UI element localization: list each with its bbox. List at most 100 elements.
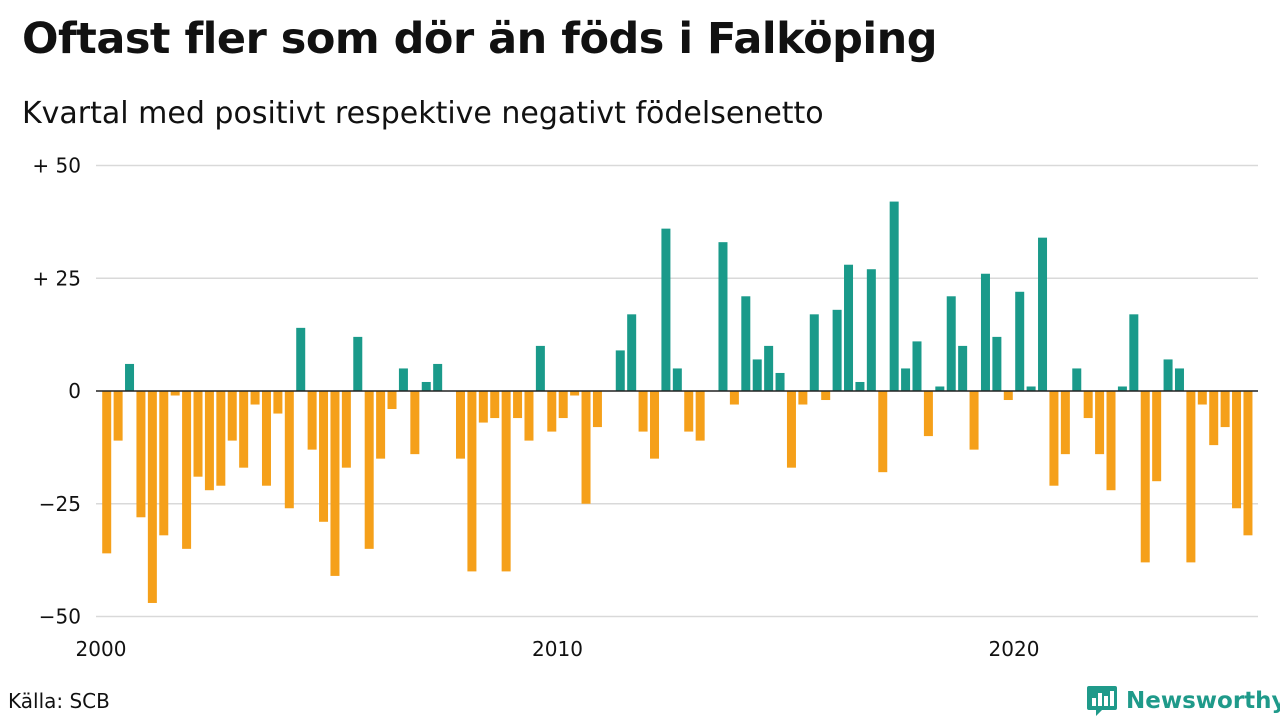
bar-negative <box>284 391 294 509</box>
x-tick-label: 2010 <box>532 637 583 661</box>
bar-negative <box>1197 391 1207 405</box>
bar-positive <box>1038 237 1048 391</box>
bar-positive <box>615 350 625 391</box>
chart-subtitle: Kvartal med positivt respektive negativt… <box>22 96 824 131</box>
bar-positive <box>992 336 1002 391</box>
bar-positive <box>809 314 819 391</box>
bar-negative <box>376 391 386 459</box>
bar-negative <box>695 391 705 441</box>
y-tick-label: + 50 <box>32 154 81 178</box>
bar-negative <box>524 391 534 441</box>
bar-negative <box>1220 391 1230 428</box>
bar-negative <box>455 391 465 459</box>
bar-negative <box>341 391 351 468</box>
bar-positive <box>764 345 774 391</box>
bar-positive <box>672 368 682 391</box>
bar-negative <box>273 391 283 414</box>
bar-negative <box>1209 391 1219 446</box>
bar-negative <box>501 391 511 572</box>
bar-negative <box>650 391 660 459</box>
y-tick-label: 0 <box>68 379 81 403</box>
bar-negative <box>969 391 979 450</box>
bar-negative <box>1186 391 1196 563</box>
y-tick-label: −25 <box>39 492 81 516</box>
y-axis-ticks: + 50 + 25 0 −25 −50 <box>32 154 81 629</box>
bar-negative <box>147 391 157 603</box>
bar-positive <box>353 336 363 391</box>
bar-negative <box>216 391 226 486</box>
bar-negative <box>1152 391 1162 482</box>
bar-negative <box>786 391 796 468</box>
bar-positive <box>946 296 956 391</box>
bar-negative <box>159 391 169 536</box>
y-tick-label: + 25 <box>32 266 81 290</box>
chart-title: Oftast fler som dör än föds i Falköping <box>22 14 938 64</box>
y-tick-label: −50 <box>39 605 81 629</box>
bar-positive <box>980 273 990 391</box>
bar-negative <box>1243 391 1253 536</box>
bar-negative <box>1140 391 1150 563</box>
bar-negative <box>1095 391 1105 455</box>
bar-negative <box>250 391 260 405</box>
bar-negative <box>410 391 420 455</box>
bar-negative <box>592 391 602 428</box>
bar-negative <box>193 391 203 477</box>
bar-positive <box>661 228 671 391</box>
bar-negative <box>581 391 591 504</box>
bar-negative <box>170 391 180 396</box>
bar-negative <box>102 391 112 554</box>
bar-positive <box>866 269 876 391</box>
bar-negative <box>227 391 237 441</box>
bar-negative <box>307 391 317 450</box>
bar-positive <box>535 345 545 391</box>
bar-negative <box>1232 391 1242 509</box>
bar-positive <box>125 363 135 391</box>
bar-positive <box>901 368 911 391</box>
bar-positive <box>718 242 728 391</box>
bars <box>102 201 1253 603</box>
bar-negative <box>136 391 146 518</box>
bar-positive <box>421 381 431 391</box>
bar-positive <box>958 345 968 391</box>
x-axis-ticks: 2000 2010 2020 <box>76 637 1040 661</box>
bar-positive <box>1163 359 1173 391</box>
bar-positive <box>1072 368 1082 391</box>
bar-negative <box>729 391 739 405</box>
bar-positive <box>1174 368 1184 391</box>
bar-negative <box>113 391 123 441</box>
bar-positive <box>741 296 751 391</box>
bar-positive <box>912 341 922 391</box>
bar-positive <box>832 309 842 391</box>
bar-negative <box>478 391 488 423</box>
bar-positive <box>1026 386 1036 391</box>
bar-positive <box>752 359 762 391</box>
bar-positive <box>1129 314 1139 391</box>
bar-negative <box>821 391 831 401</box>
bar-negative <box>547 391 557 432</box>
bar-negative <box>319 391 329 522</box>
bar-positive <box>1015 291 1025 391</box>
bar-negative <box>1003 391 1013 401</box>
bar-positive <box>775 372 785 391</box>
bar-negative <box>467 391 477 572</box>
bar-negative <box>923 391 933 437</box>
bar-negative <box>1106 391 1116 491</box>
bar-positive <box>398 368 408 391</box>
bar-negative <box>1083 391 1093 419</box>
bar-positive <box>855 381 865 391</box>
bar-negative <box>387 391 397 410</box>
bar-negative <box>878 391 888 473</box>
bar-positive <box>844 264 854 391</box>
bar-positive <box>1117 386 1127 391</box>
bar-negative <box>1060 391 1070 455</box>
bar-negative <box>1049 391 1059 486</box>
bar-negative <box>638 391 648 432</box>
bar-negative <box>558 391 568 419</box>
bar-negative <box>798 391 808 405</box>
newsworthy-chart-bubble-icon <box>1087 686 1117 716</box>
source-note: Källa: SCB <box>8 689 110 713</box>
brand-logo[interactable]: Newsworthy <box>1086 684 1280 718</box>
bar-positive <box>889 201 899 391</box>
bar-negative <box>684 391 694 432</box>
